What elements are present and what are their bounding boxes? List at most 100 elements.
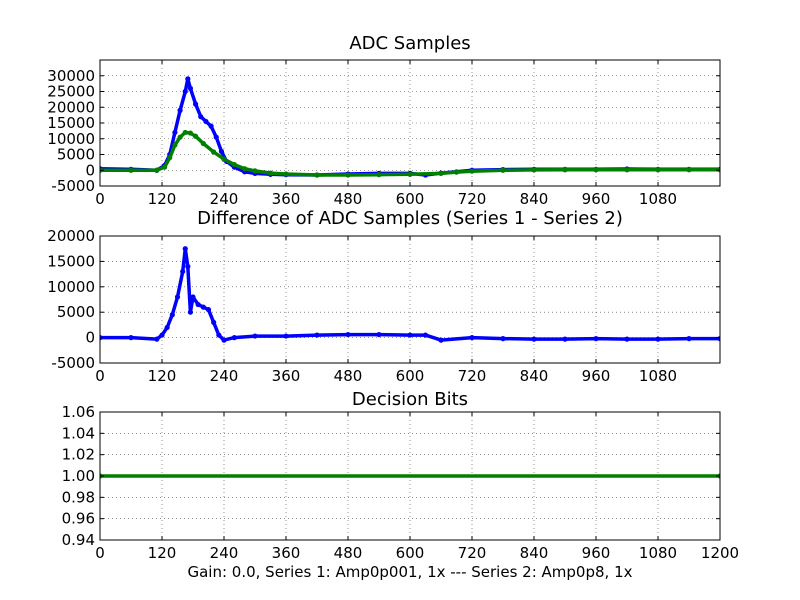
data-point [187, 309, 194, 315]
data-point [314, 332, 320, 338]
subplot-title: Decision Bits [352, 389, 468, 410]
x-tick-label: 720 [458, 544, 487, 562]
y-tick-label: 0.96 [62, 510, 95, 528]
x-tick-label: 240 [210, 367, 239, 385]
y-tick-label: 0 [85, 161, 95, 179]
x-tick-label: 0 [95, 190, 105, 208]
data-point [655, 167, 661, 173]
data-point [267, 170, 274, 176]
data-point [531, 167, 537, 173]
x-tick-label: 240 [210, 544, 239, 562]
y-tick-label: -5000 [51, 354, 95, 372]
data-point [231, 335, 237, 341]
x-tick-label: 840 [520, 367, 549, 385]
y-tick-label: 20000 [47, 98, 95, 116]
data-point [407, 171, 413, 177]
data-point [314, 172, 320, 178]
x-tick-label: 600 [396, 190, 425, 208]
y-tick-label: 1.04 [62, 424, 95, 442]
x-tick-label: 1080 [639, 544, 677, 562]
data-point [686, 167, 692, 173]
data-point [211, 149, 217, 155]
data-point [593, 336, 599, 342]
data-point [213, 134, 219, 140]
data-point [187, 130, 194, 136]
data-point [177, 107, 183, 113]
data-point [185, 263, 191, 270]
data-point [187, 85, 194, 91]
x-tick-label: 960 [582, 190, 611, 208]
data-point [200, 304, 206, 310]
data-point [190, 294, 196, 300]
series-1 [100, 473, 720, 479]
data-point [562, 167, 568, 173]
data-point [169, 312, 175, 318]
data-point [438, 337, 444, 343]
y-tick-label: 1.00 [62, 467, 95, 485]
data-point [531, 336, 537, 342]
x-tick-label: 960 [582, 367, 611, 385]
data-point [182, 246, 188, 252]
data-point [407, 332, 413, 338]
x-tick-label: 240 [210, 190, 239, 208]
x-tick-label: 360 [272, 367, 301, 385]
x-tick-label: 600 [396, 544, 425, 562]
data-point [593, 167, 599, 173]
data-point [205, 307, 212, 313]
x-tick-label: 480 [334, 544, 363, 562]
y-tick-label: 10000 [47, 278, 95, 296]
x-tick-label: 1080 [639, 367, 677, 385]
data-point [216, 332, 222, 338]
data-point [208, 123, 214, 129]
y-tick-label: 1.02 [62, 446, 95, 464]
y-tick-label: 0.98 [62, 488, 95, 506]
y-tick-label: 5000 [57, 303, 95, 321]
data-point [161, 164, 168, 170]
data-point [164, 324, 170, 331]
data-point [185, 76, 191, 82]
data-point [469, 335, 475, 341]
x-tick-label: 720 [458, 367, 487, 385]
x-tick-label: 480 [334, 367, 363, 385]
x-tick-label: 360 [272, 190, 301, 208]
data-point [422, 332, 429, 338]
y-tick-label: 30000 [47, 67, 95, 85]
data-point [221, 156, 227, 162]
data-point [159, 332, 165, 338]
data-point [128, 167, 134, 173]
x-tick-label: 1200 [701, 544, 739, 562]
subplot-2: 0 120 240 360 480 600 720 840 960 1080-5000050001… [47, 208, 721, 385]
y-tick-label: 0 [85, 329, 95, 347]
data-point [283, 333, 289, 339]
data-point [192, 133, 199, 139]
data-point [180, 268, 186, 275]
data-point [500, 167, 506, 173]
y-tick-label: 15000 [47, 252, 95, 270]
series-line [100, 246, 720, 342]
data-point [283, 171, 289, 177]
data-point [182, 129, 188, 136]
x-tick-label: 600 [396, 367, 425, 385]
subplot-3: 0 120 240 360 480 600 720 840 960 1080 1200 0.94 0.9… [62, 389, 740, 562]
x-tick-label: 120 [148, 544, 177, 562]
y-tick-label: 0.94 [62, 531, 95, 549]
data-point [242, 166, 248, 172]
data-point [624, 167, 630, 173]
data-point [154, 167, 160, 173]
data-point [376, 331, 382, 338]
data-point [195, 301, 201, 308]
data-point [221, 337, 227, 343]
series-2 [100, 129, 720, 178]
data-point [172, 142, 178, 148]
data-point [177, 134, 183, 140]
data-point [154, 336, 160, 342]
data-point [655, 336, 661, 342]
x-tick-label: 120 [148, 367, 177, 385]
data-point [167, 155, 173, 161]
series-1 [100, 246, 720, 343]
data-point [252, 168, 258, 174]
y-tick-label: 25000 [47, 83, 95, 101]
data-point [345, 172, 351, 178]
y-tick-label: 20000 [47, 227, 95, 245]
